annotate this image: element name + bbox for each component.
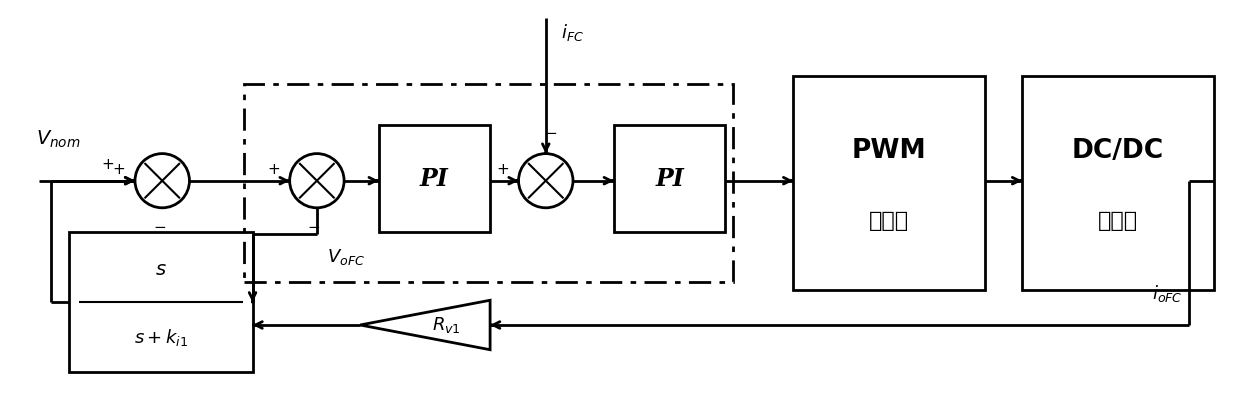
Bar bbox=[378, 125, 490, 232]
Text: $V_{oFC}$: $V_{oFC}$ bbox=[327, 247, 365, 267]
Text: DC/DC: DC/DC bbox=[1071, 138, 1164, 164]
Text: $s+k_{i1}$: $s+k_{i1}$ bbox=[134, 327, 188, 348]
Text: −: − bbox=[308, 220, 320, 235]
Text: +: + bbox=[113, 162, 125, 177]
Text: PI: PI bbox=[420, 167, 449, 190]
Text: −: − bbox=[153, 220, 166, 235]
Text: PWM: PWM bbox=[852, 138, 926, 164]
Text: $i_{oFC}$: $i_{oFC}$ bbox=[1152, 283, 1183, 304]
Text: 变换器: 变换器 bbox=[1097, 211, 1138, 231]
Text: PI: PI bbox=[655, 167, 684, 190]
Text: −: − bbox=[544, 126, 558, 141]
Text: 发生器: 发生器 bbox=[869, 211, 909, 231]
Text: $R_{v1}$: $R_{v1}$ bbox=[433, 315, 461, 335]
Bar bbox=[794, 76, 985, 290]
Bar bbox=[1022, 76, 1214, 290]
Text: $V_{nom}$: $V_{nom}$ bbox=[36, 129, 81, 150]
Text: $s$: $s$ bbox=[155, 261, 167, 279]
Bar bbox=[614, 125, 725, 232]
Text: +: + bbox=[267, 162, 280, 177]
Text: +: + bbox=[496, 162, 508, 177]
Bar bbox=[69, 232, 253, 372]
Text: +: + bbox=[102, 157, 114, 172]
Bar bbox=[244, 84, 733, 282]
Text: $i_{FC}$: $i_{FC}$ bbox=[560, 22, 584, 43]
